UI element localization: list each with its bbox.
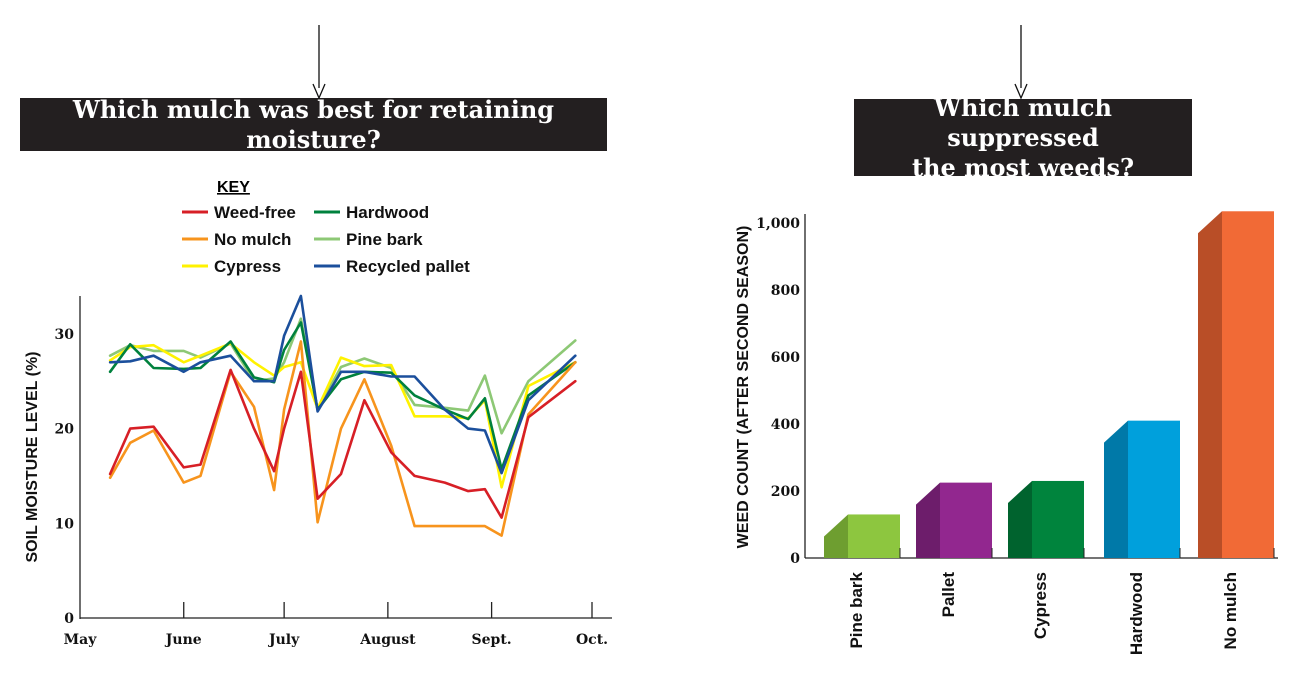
y-tick-label-10: 10 [55,516,75,532]
y-axis-label: SOIL MOISTURE LEVEL (%) [24,352,41,563]
x-tick-label-june: June [164,632,202,648]
bar-side-no-mulch [1198,211,1222,558]
legend-title: KEY [217,179,250,196]
legend-label-pine-bark: Pine bark [346,230,423,249]
category-label-cypress: Cypress [1031,572,1050,639]
weed-chart-panel: Which mulch suppressed the most weeds? 0… [660,0,1300,700]
series-line-weed-free [108,368,577,519]
legend-label-cypress: Cypress [214,257,281,276]
bar-no-mulch [1222,211,1274,558]
category-label-pine-bark: Pine bark [847,571,866,648]
bar-side-pine-bark [824,514,848,558]
series-line-recycled-pallet [108,294,577,475]
weed-chart-title-line-1: Which mulch suppressed [934,92,1112,152]
category-label-pallet: Pallet [939,572,958,618]
y-tick-label-30: 30 [55,327,75,343]
moisture-chart-panel: Which mulch was best for retaining moist… [0,0,640,700]
series-line-hardwood [108,321,577,471]
legend-label-recycled-pallet: Recycled pallet [346,257,470,276]
moisture-chart-title-text: Which mulch was best for retaining moist… [72,94,555,154]
x-tick-label-august: August [359,632,416,648]
x-tick-label-july: July [267,632,300,648]
series-line-no-mulch [108,340,577,537]
bar-y-tick-label-200: 200 [771,484,800,500]
weed-chart-title-line-2: the most weeds? [911,152,1135,182]
x-tick-label-sept: Sept. [472,632,512,648]
bar-side-hardwood [1104,420,1128,558]
bar-hardwood [1128,420,1180,558]
x-tick-label-may: May [64,632,98,648]
bar-y-tick-label-800: 800 [771,283,800,299]
legend-label-weed-free: Weed-free [214,203,296,222]
category-label-no-mulch: No mulch [1221,572,1240,649]
legend-label-no-mulch: No mulch [214,230,291,249]
bar-y-tick-label-400: 400 [771,417,800,433]
moisture-line-chart: KEY Weed-free No mulch Cypress Hardwood Pine … [24,25,612,648]
bar-side-pallet [916,482,940,558]
bar-y-tick-label-1000: 1,000 [756,216,800,232]
category-label-hardwood: Hardwood [1127,572,1146,655]
y-tick-label-0: 0 [64,611,74,627]
bar-pointer-arrow-head [1014,83,1028,100]
weed-chart-title: Which mulch suppressed the most weeds? [854,93,1192,182]
bar-y-tick-label-600: 600 [771,350,800,366]
bar-y-tick-label-0: 0 [790,551,800,567]
bar-side-cypress [1008,480,1032,558]
x-tick-label-oct: Oct. [576,632,608,648]
y-tick-label-20: 20 [55,422,75,438]
bar-pine-bark [848,514,900,558]
bar-pallet [940,482,992,558]
legend-label-hardwood: Hardwood [346,203,429,222]
moisture-chart-title: Which mulch was best for retaining moist… [20,95,607,154]
bar-cypress [1032,480,1084,558]
pointer-arrow-head [312,83,326,100]
series-line-pine-bark [108,317,577,435]
bar-y-axis-label: WEED COUNT (AFTER SECOND SEASON) [735,226,752,549]
